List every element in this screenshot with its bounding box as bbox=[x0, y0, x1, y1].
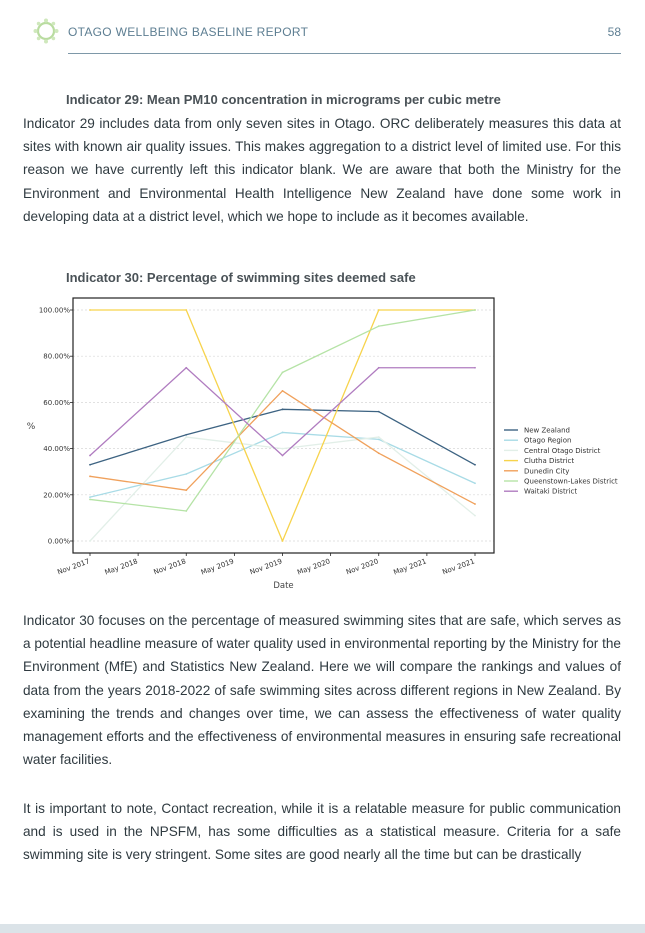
indicator-29-paragraph: Indicator 29 includes data from only sev… bbox=[23, 116, 621, 224]
chart-grid bbox=[73, 309, 494, 542]
otago-logo-icon bbox=[33, 18, 59, 44]
data-point bbox=[185, 489, 188, 492]
data-point bbox=[281, 447, 284, 450]
legend-label: Otago Region bbox=[524, 437, 571, 445]
x-tick-label: Nov 2018 bbox=[153, 557, 187, 576]
data-point bbox=[185, 473, 188, 475]
data-point bbox=[377, 309, 380, 311]
series-line bbox=[89, 390, 476, 505]
data-point bbox=[89, 540, 91, 542]
y-axis-label: % bbox=[27, 422, 36, 432]
report-title: OTAGO WELLBEING BASELINE REPORT bbox=[68, 25, 309, 39]
legend-label: Central Otago District bbox=[524, 447, 601, 455]
series-line bbox=[89, 436, 476, 542]
legend-label: Queenstown-Lakes District bbox=[524, 478, 618, 486]
data-point bbox=[89, 498, 91, 501]
legend-label: Clutha District bbox=[524, 457, 574, 465]
data-point bbox=[281, 431, 284, 434]
data-point bbox=[474, 482, 476, 485]
y-tick-label: 80.00% bbox=[43, 353, 70, 361]
data-point bbox=[474, 463, 476, 466]
data-point bbox=[89, 496, 91, 499]
data-point bbox=[281, 389, 284, 392]
page-number: 58 bbox=[607, 25, 621, 39]
indicator-30-heading: Indicator 30: Percentage of swimming sit… bbox=[66, 270, 416, 285]
data-point bbox=[377, 436, 380, 438]
y-tick-label: 0.00% bbox=[48, 538, 71, 546]
line-chart: 0.00% 20.00% 40.00% 60.00% 80.00% 100.00% Nov… bbox=[27, 297, 618, 591]
data-point bbox=[185, 309, 188, 311]
data-point bbox=[377, 452, 380, 455]
x-tick-label: May 2020 bbox=[296, 557, 331, 576]
data-point bbox=[281, 408, 284, 411]
plot-frame bbox=[72, 297, 495, 554]
x-tick-label: Nov 2017 bbox=[56, 557, 90, 576]
data-point bbox=[185, 510, 188, 512]
data-point bbox=[185, 436, 188, 438]
data-point bbox=[377, 410, 380, 413]
indicator-30-paragraph-2: It is important to note, Contact recreat… bbox=[23, 801, 621, 863]
indicator-30-paragraph-1: Indicator 30 focuses on the percentage o… bbox=[23, 613, 621, 768]
chart-legend: New Zealand Otago Region Central Otago Dis… bbox=[504, 427, 618, 496]
data-point bbox=[377, 438, 380, 441]
y-tick-label: 20.00% bbox=[43, 491, 70, 499]
series-line bbox=[89, 367, 475, 457]
x-tick-label: May 2021 bbox=[392, 557, 427, 576]
data-point bbox=[281, 371, 284, 374]
data-point bbox=[281, 540, 284, 542]
legend-label: Dunedin City bbox=[524, 467, 569, 475]
page-header: OTAGO WELLBEING BASELINE REPORT 58 bbox=[0, 0, 645, 60]
data-point bbox=[281, 454, 284, 457]
data-point bbox=[474, 309, 476, 311]
legend-label: Waitaki District bbox=[524, 488, 577, 496]
data-point bbox=[474, 514, 476, 517]
y-tick-label: 40.00% bbox=[43, 445, 70, 453]
x-tick-label: Nov 2019 bbox=[249, 557, 283, 576]
x-axis-ticks: Nov 2017 May 2018 Nov 2018 May 2019 Nov 2019… bbox=[56, 553, 476, 577]
y-tick-label: 60.00% bbox=[43, 399, 70, 407]
x-tick-label: Nov 2021 bbox=[441, 557, 475, 576]
data-point bbox=[377, 366, 380, 369]
x-tick-label: May 2019 bbox=[200, 557, 235, 576]
series-line bbox=[89, 309, 476, 512]
series-line bbox=[89, 431, 476, 498]
x-tick-label: May 2018 bbox=[104, 557, 139, 576]
indicator-29-heading: Indicator 29: Mean PM10 concentration in… bbox=[66, 92, 501, 107]
data-point bbox=[185, 366, 188, 369]
data-point bbox=[89, 463, 91, 466]
x-axis-label: Date bbox=[273, 581, 293, 591]
chart-series bbox=[89, 309, 476, 542]
footer-bar bbox=[0, 924, 645, 933]
data-point bbox=[89, 475, 91, 478]
y-axis-ticks: 0.00% 20.00% 40.00% 60.00% 80.00% 100.00% bbox=[39, 307, 73, 546]
data-point bbox=[89, 309, 91, 311]
data-point bbox=[89, 454, 91, 457]
header-divider bbox=[68, 53, 621, 54]
data-point bbox=[185, 433, 188, 436]
data-point bbox=[377, 325, 380, 328]
swimming-sites-chart: 0.00% 20.00% 40.00% 60.00% 80.00% 100.00% Nov… bbox=[23, 292, 623, 592]
y-tick-label: 100.00% bbox=[39, 307, 70, 315]
x-tick-label: Nov 2020 bbox=[345, 557, 379, 576]
data-point bbox=[474, 366, 476, 369]
data-point bbox=[474, 503, 476, 505]
legend-label: New Zealand bbox=[524, 427, 570, 435]
